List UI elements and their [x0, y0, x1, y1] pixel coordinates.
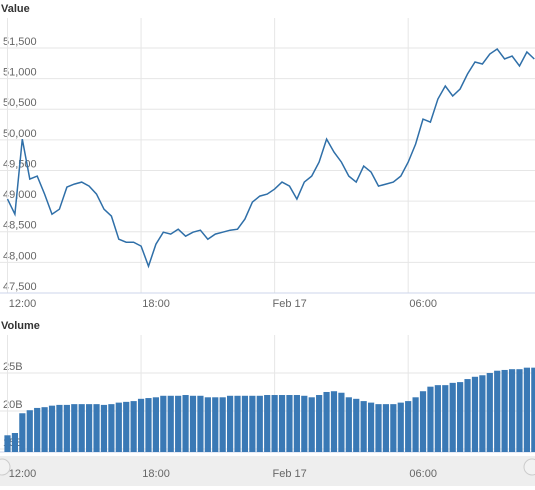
volume-bar — [278, 395, 286, 452]
volume-bar — [197, 395, 204, 452]
volume-bar — [471, 376, 479, 452]
volume-bar — [227, 395, 234, 452]
navigator-handle[interactable] — [0, 458, 11, 476]
x-tick-label: Feb 17 — [272, 298, 306, 310]
volume-bar — [367, 402, 375, 452]
y-tick-label: 20B — [3, 399, 23, 411]
volume-bar — [345, 397, 352, 452]
volume-bar — [419, 391, 427, 452]
volume-bar — [93, 404, 100, 452]
volume-bar — [434, 385, 441, 452]
volume-bar — [405, 401, 412, 452]
axis-title: Volume — [1, 320, 40, 332]
volume-bar — [26, 410, 33, 452]
volume-bar — [397, 402, 404, 452]
y-tick-label: 25B — [3, 361, 23, 373]
volume-bar — [271, 395, 278, 452]
volume-bar — [390, 404, 397, 452]
volume-bar — [301, 395, 308, 452]
volume-bar — [249, 395, 256, 452]
volume-bar — [264, 395, 271, 452]
volume-bar — [486, 372, 493, 452]
volume-bar — [330, 391, 338, 452]
volume-bar — [182, 395, 189, 452]
volume-bar — [449, 382, 456, 452]
volume-bar — [41, 407, 48, 452]
volume-bar — [189, 395, 197, 452]
y-tick-label: 51,500 — [3, 36, 37, 48]
volume-bar — [175, 395, 182, 452]
y-tick-label: 48,500 — [3, 220, 37, 232]
volume-bar — [48, 405, 56, 452]
volume-bar — [286, 395, 293, 452]
volume-bar — [516, 369, 523, 452]
volume-bar — [100, 404, 108, 452]
y-tick-label: 50,500 — [3, 97, 37, 109]
volume-bar — [4, 435, 11, 452]
volume-bar — [219, 397, 226, 452]
volume-bar — [63, 404, 70, 452]
volume-bar — [256, 395, 263, 452]
x-tick-label: 12:00 — [9, 298, 37, 310]
volume-bar — [479, 375, 486, 452]
volume-bar — [167, 395, 174, 452]
x-tick-label: 06:00 — [409, 468, 437, 480]
volume-bar — [457, 382, 464, 452]
volume-bar — [382, 404, 390, 452]
volume-bar — [160, 395, 167, 452]
volume-bar — [56, 404, 63, 452]
volume-bar — [494, 370, 501, 452]
navigator-handle[interactable] — [523, 458, 535, 476]
volume-bar — [316, 395, 323, 452]
x-tick-label: 18:00 — [142, 468, 170, 480]
volume-bar — [412, 397, 419, 452]
volume-bar — [241, 395, 249, 452]
y-tick-label: 50,000 — [3, 128, 37, 140]
volume-bar — [71, 404, 78, 452]
y-tick-label: 47,500 — [3, 281, 37, 293]
volume-bar — [501, 369, 508, 452]
y-tick-label: 51,000 — [3, 67, 37, 79]
x-tick-label: 18:00 — [142, 298, 170, 310]
volume-bar — [323, 391, 330, 452]
volume-bar — [531, 367, 535, 452]
volume-bar — [360, 401, 367, 452]
volume-bar — [123, 401, 130, 452]
volume-bar — [78, 404, 85, 452]
volume-bar — [108, 404, 115, 452]
volume-bar — [86, 404, 93, 452]
volume-bar — [375, 404, 382, 452]
volume-bar — [464, 379, 471, 452]
volume-bar — [137, 398, 145, 452]
volume-bar — [442, 385, 449, 452]
x-tick-label: 06:00 — [409, 298, 437, 310]
volume-bar — [19, 413, 26, 452]
volume-bar — [11, 433, 19, 452]
x-tick-label: Feb 17 — [272, 468, 306, 480]
volume-bar — [152, 397, 159, 452]
volume-bar — [204, 397, 211, 452]
volume-bar — [130, 401, 137, 452]
navigator — [0, 456, 535, 486]
volume-bar — [308, 397, 315, 452]
y-tick-label: 48,000 — [3, 250, 37, 262]
volume-bar — [427, 386, 434, 452]
volume-bar — [145, 398, 152, 452]
x-tick-label: 12:00 — [9, 468, 37, 480]
volume-bar — [234, 395, 241, 452]
price-line — [6, 47, 535, 269]
volume-bar — [34, 407, 41, 452]
volume-bar — [293, 395, 300, 452]
volume-bar — [115, 402, 122, 452]
y-tick-label: 49,000 — [3, 189, 37, 201]
volume-bar — [212, 397, 219, 452]
volume-bar — [508, 369, 516, 452]
volume-bar — [353, 398, 360, 452]
volume-bar — [338, 392, 345, 452]
axis-title: Value — [1, 3, 30, 15]
volume-bar — [523, 367, 530, 452]
